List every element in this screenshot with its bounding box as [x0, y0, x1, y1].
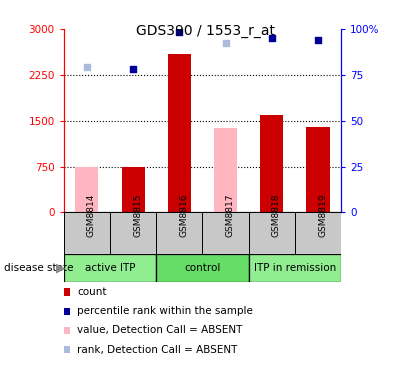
Bar: [249, 254, 341, 282]
Text: GDS390 / 1553_r_at: GDS390 / 1553_r_at: [136, 24, 275, 38]
Bar: [168, 54, 191, 212]
Bar: [295, 212, 341, 254]
Text: GSM8817: GSM8817: [226, 194, 235, 238]
Text: value, Detection Call = ABSENT: value, Detection Call = ABSENT: [77, 325, 242, 336]
Text: GSM8819: GSM8819: [318, 194, 327, 238]
Point: [176, 29, 182, 35]
Bar: [156, 212, 203, 254]
Bar: [307, 127, 330, 212]
Point: [83, 64, 90, 70]
Bar: [249, 212, 295, 254]
Bar: [64, 254, 156, 282]
Point: [268, 36, 275, 41]
Bar: [203, 212, 249, 254]
Text: disease state: disease state: [4, 263, 77, 273]
Bar: [75, 167, 98, 212]
Text: ▶: ▶: [55, 262, 65, 274]
Bar: [122, 167, 145, 212]
Text: count: count: [77, 287, 107, 298]
Text: ITP in remission: ITP in remission: [254, 263, 336, 273]
Text: active ITP: active ITP: [85, 263, 135, 273]
Bar: [214, 128, 237, 212]
Bar: [156, 254, 249, 282]
Point: [222, 40, 229, 46]
Text: GSM8815: GSM8815: [133, 194, 142, 238]
Text: percentile rank within the sample: percentile rank within the sample: [77, 306, 253, 317]
Bar: [64, 212, 110, 254]
Point: [315, 37, 321, 43]
Point: [130, 66, 136, 72]
Bar: [260, 115, 283, 212]
Bar: [110, 212, 156, 254]
Text: GSM8818: GSM8818: [272, 194, 281, 238]
Text: control: control: [184, 263, 221, 273]
Text: GSM8816: GSM8816: [179, 194, 188, 238]
Text: rank, Detection Call = ABSENT: rank, Detection Call = ABSENT: [77, 344, 238, 355]
Text: GSM8814: GSM8814: [87, 194, 96, 237]
